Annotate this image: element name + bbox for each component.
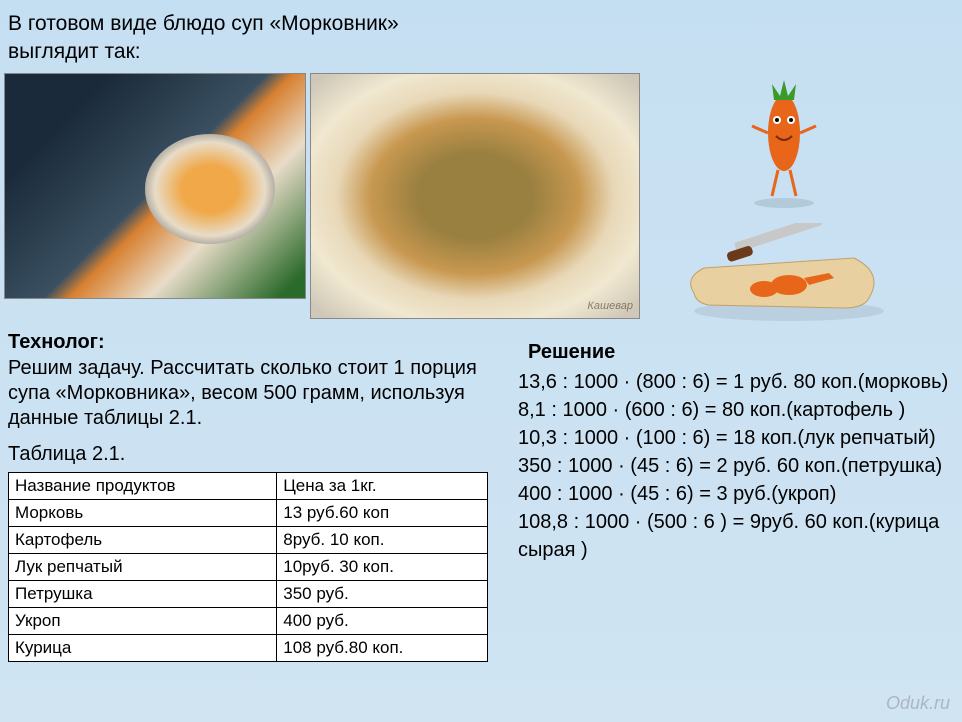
table-row: Лук репчатый10руб. 30 коп. bbox=[9, 553, 488, 580]
solution-line: 10,3 : 1000 · (100 : 6) = 18 коп.(лук ре… bbox=[518, 424, 954, 452]
lower-content: Технолог: Решим задачу. Рассчитать сколь… bbox=[0, 323, 962, 662]
table-cell: 8руб. 10 коп. bbox=[277, 526, 488, 553]
solution-line: 8,1 : 1000 · (600 : 6) = 80 коп.(картофе… bbox=[518, 396, 954, 424]
table-header: Цена за 1кг. bbox=[277, 472, 488, 499]
solution-line: 400 : 1000 · (45 : 6) = 3 руб.(укроп) bbox=[518, 480, 954, 508]
technolog-heading: Технолог: bbox=[8, 331, 488, 354]
table-cell: 108 руб.80 коп. bbox=[277, 634, 488, 661]
table-cell: Петрушка bbox=[9, 580, 277, 607]
solution-heading: Решение bbox=[518, 341, 954, 364]
left-column: Технолог: Решим задачу. Рассчитать сколь… bbox=[8, 331, 488, 662]
table-cell: Морковь bbox=[9, 499, 277, 526]
table-header: Название продуктов bbox=[9, 472, 277, 499]
solution-line: 13,6 : 1000 · (800 : 6) = 1 руб. 80 коп.… bbox=[518, 368, 954, 396]
table-cell: Курица bbox=[9, 634, 277, 661]
solution-line: 350 : 1000 · (45 : 6) = 2 руб. 60 коп.(п… bbox=[518, 452, 954, 480]
slide-title: В готовом виде блюдо суп «Морковник» выг… bbox=[0, 0, 962, 73]
table-caption: Таблица 2.1. bbox=[8, 443, 488, 466]
photo-watermark: Кашевар bbox=[587, 300, 633, 312]
table-cell: 400 руб. bbox=[277, 607, 488, 634]
table-row: Курица108 руб.80 коп. bbox=[9, 634, 488, 661]
side-illustrations bbox=[674, 73, 894, 323]
right-column: Решение 13,6 : 1000 · (800 : 6) = 1 руб.… bbox=[498, 331, 954, 662]
table-cell: Картофель bbox=[9, 526, 277, 553]
cutting-board-icon bbox=[674, 223, 894, 323]
table-row: Петрушка350 руб. bbox=[9, 580, 488, 607]
carrot-character-icon bbox=[714, 73, 854, 213]
table-cell: 13 руб.60 коп bbox=[277, 499, 488, 526]
technolog-body: Решим задачу. Рассчитать сколько стоит 1… bbox=[8, 356, 488, 431]
table-header-row: Название продуктов Цена за 1кг. bbox=[9, 472, 488, 499]
page-watermark: Oduk.ru bbox=[886, 693, 950, 714]
table-cell: Укроп bbox=[9, 607, 277, 634]
table-row: Морковь13 руб.60 коп bbox=[9, 499, 488, 526]
table-cell: 10руб. 30 коп. bbox=[277, 553, 488, 580]
solution-line: 108,8 : 1000 · (500 : 6 ) = 9руб. 60 коп… bbox=[518, 508, 954, 564]
table-row: Картофель8руб. 10 коп. bbox=[9, 526, 488, 553]
table-cell: Лук репчатый bbox=[9, 553, 277, 580]
table-row: Укроп400 руб. bbox=[9, 607, 488, 634]
soup-photo-1 bbox=[4, 73, 306, 299]
table-cell: 350 руб. bbox=[277, 580, 488, 607]
soup-photo-2: Кашевар bbox=[310, 73, 640, 319]
image-row: Кашевар bbox=[0, 73, 962, 323]
title-line-2: выглядит так: bbox=[8, 38, 954, 66]
title-line-1: В готовом виде блюдо суп «Морковник» bbox=[8, 10, 954, 38]
price-table: Название продуктов Цена за 1кг. Морковь1… bbox=[8, 472, 488, 662]
